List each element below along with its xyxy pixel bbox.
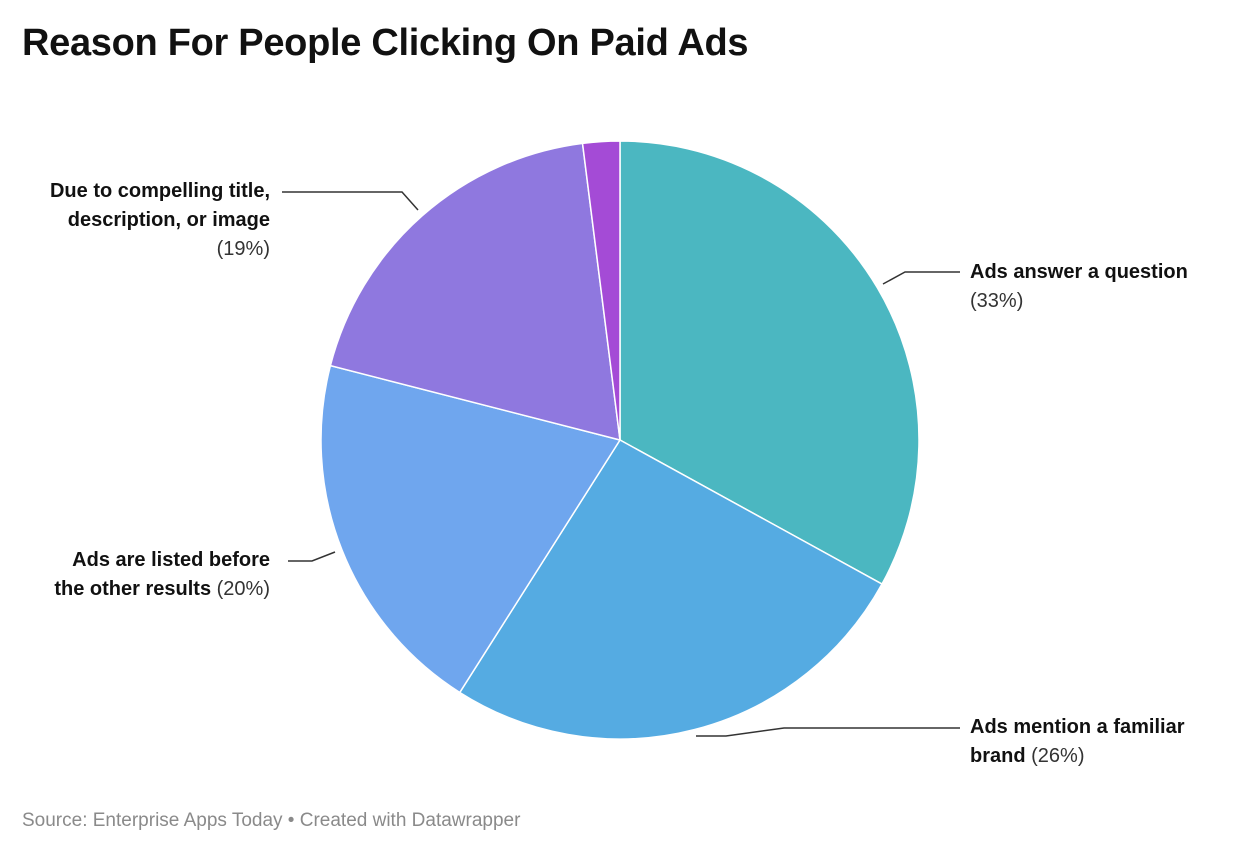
label-brand-name-2: brand — [970, 745, 1026, 767]
label-compelling-pct: (19%) — [216, 238, 270, 260]
slice-ads-familiar-brand — [458, 439, 884, 740]
slice-ads-answer-question — [619, 140, 920, 586]
chart-title: Reason For People Clicking On Paid Ads — [22, 22, 749, 64]
label-compelling: Due to compelling title, description, or… — [50, 177, 270, 264]
slice-other — [581, 140, 621, 441]
leader-line-answer — [882, 271, 960, 285]
leader-line-listed — [288, 551, 336, 562]
label-listed-pct: (20%) — [216, 578, 270, 600]
slice-ads-listed-before — [320, 364, 622, 694]
label-brand-pct: (26%) — [1031, 745, 1085, 767]
label-answer-name: Ads answer a question — [970, 261, 1188, 283]
label-answer-pct: (33%) — [970, 290, 1024, 312]
label-brand: Ads mention a familiar brand (26%) — [970, 713, 1185, 771]
source-note: Source: Enterprise Apps Today • Created … — [22, 810, 521, 831]
label-listed: Ads are listed before the other results … — [54, 546, 270, 604]
leader-line-compelling — [282, 191, 419, 211]
label-compelling-name-2: description, or image — [67, 209, 270, 231]
slice-compelling-title — [329, 142, 621, 442]
label-answer: Ads answer a question (33%) — [970, 258, 1188, 316]
label-listed-name-1: Ads are listed before — [72, 549, 270, 571]
label-brand-name-1: Ads mention a familiar — [970, 716, 1185, 738]
leader-line-brand — [696, 727, 960, 737]
label-compelling-name-1: Due to compelling title, — [49, 180, 270, 202]
label-listed-name-2: the other results — [54, 578, 212, 600]
